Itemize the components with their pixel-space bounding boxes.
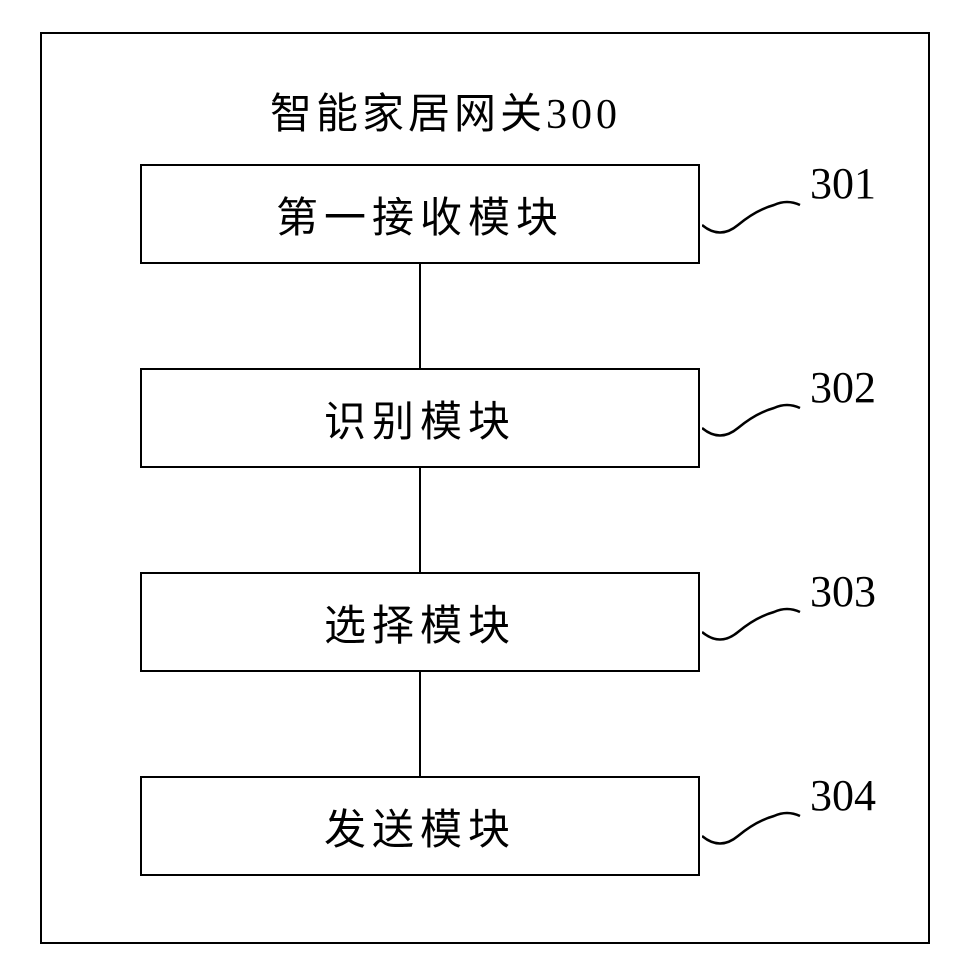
reference-connector [702, 602, 802, 652]
reference-connector [702, 398, 802, 448]
reference-number: 303 [810, 566, 876, 617]
flow-node: 识别模块 [140, 368, 700, 468]
diagram-title: 智能家居网关300 [270, 80, 621, 141]
flow-node: 发送模块 [140, 776, 700, 876]
reference-number: 304 [810, 770, 876, 821]
flow-node-label: 第一接收模块 [276, 184, 564, 245]
flow-connector [419, 468, 421, 572]
flow-connector [419, 264, 421, 368]
flow-node-label: 发送模块 [324, 796, 516, 857]
flow-connector [419, 672, 421, 776]
flow-node-label: 识别模块 [324, 388, 516, 449]
flow-node-label: 选择模块 [324, 592, 516, 653]
reference-connector [702, 195, 802, 245]
reference-connector [702, 806, 802, 856]
flow-node: 选择模块 [140, 572, 700, 672]
reference-number: 302 [810, 362, 876, 413]
flow-node: 第一接收模块 [140, 164, 700, 264]
reference-number: 301 [810, 158, 876, 209]
